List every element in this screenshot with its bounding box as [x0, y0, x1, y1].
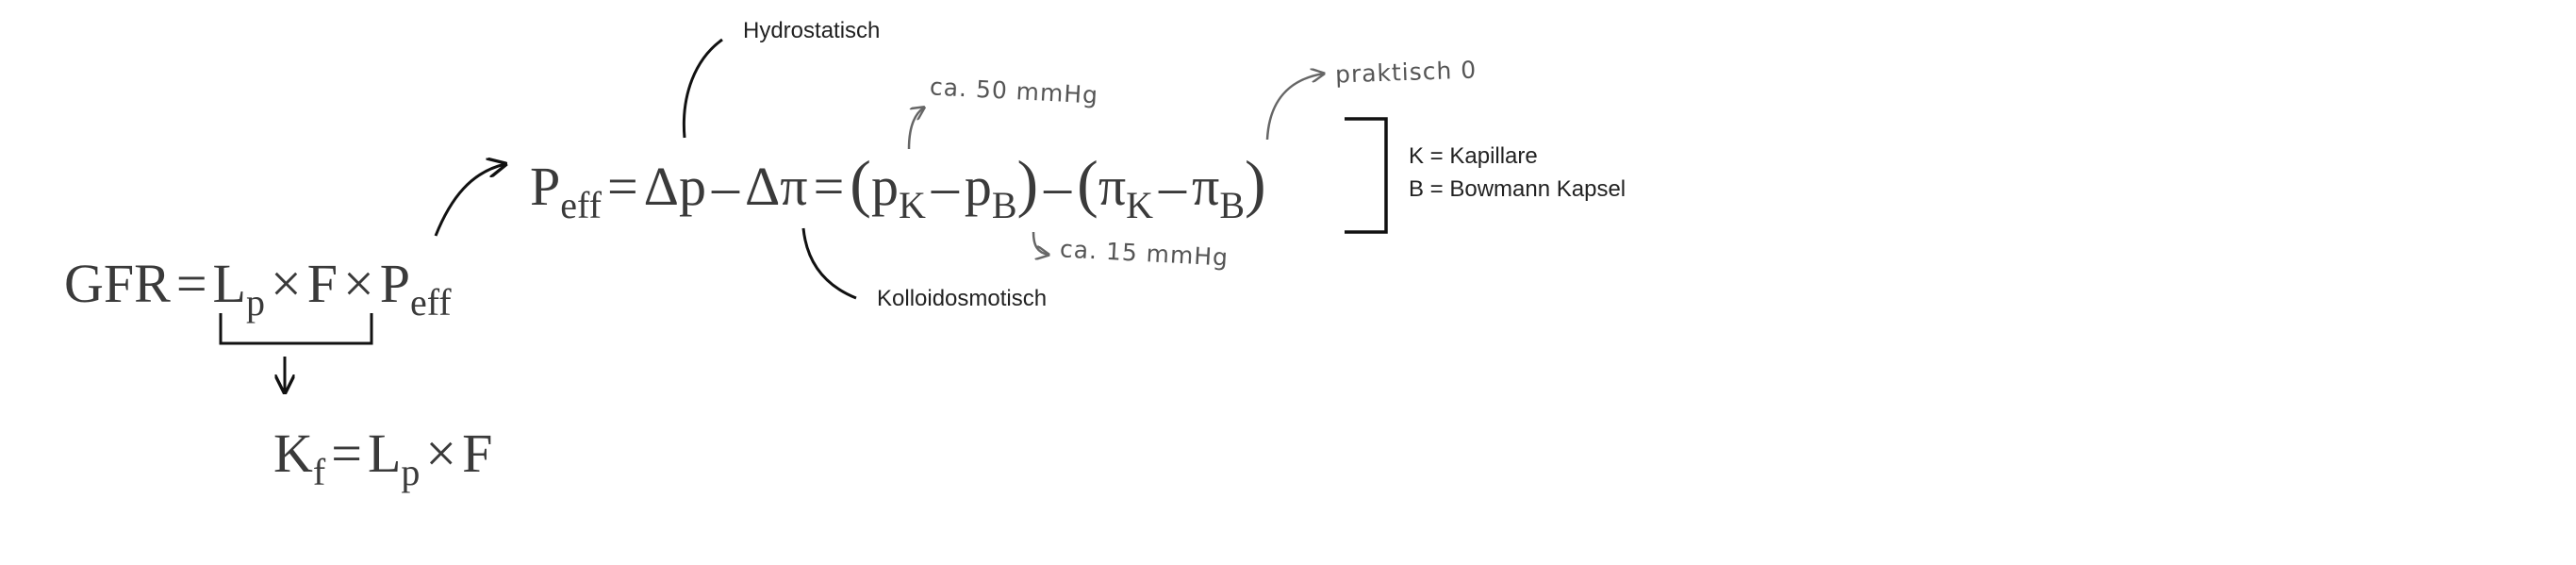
practically-zero-annotation: praktisch 0 [1334, 56, 1478, 89]
peff-subscript: eff [560, 184, 602, 226]
times-sign: × [270, 253, 302, 314]
f-symbol: F [462, 423, 493, 484]
delta-p: Δp [643, 156, 706, 217]
peff-link-arrow [434, 164, 505, 237]
pk-subscript: K [898, 184, 926, 226]
peff-formula: Peff = Δp – Δπ =(pK – pB) –(πK – πB) [530, 151, 1266, 224]
gfr-formula: GFR = Lp × F × Peff [64, 257, 452, 322]
lp-f-bracket [219, 313, 373, 345]
legend-capillary: K = Kapillare [1409, 143, 1538, 169]
practically-zero-arrow [1265, 74, 1324, 141]
ca50-arrow [907, 108, 924, 150]
kf-subscript: f [312, 451, 326, 493]
minus-sign: – [1044, 156, 1072, 217]
colloid-osmotic-curve [801, 227, 857, 300]
legend-bracket [1345, 117, 1388, 234]
close-paren: ) [1245, 147, 1266, 219]
legend-bowman-capsule: B = Bowmann Kapsel [1409, 176, 1627, 202]
minus-sign: – [1159, 156, 1187, 217]
open-paren: ( [850, 147, 871, 219]
peff-subscript: eff [409, 281, 452, 324]
times-sign: × [425, 423, 457, 484]
close-paren: ) [1016, 147, 1039, 219]
peff-symbol: P [379, 253, 410, 314]
equals-sign: = [331, 423, 362, 484]
pb-subscript: B [991, 184, 1017, 226]
pik-symbol: π [1098, 156, 1127, 217]
equals-sign: = [606, 156, 638, 217]
kf-symbol: K [273, 423, 313, 484]
pik-subscript: K [1126, 184, 1154, 226]
minus-sign: – [711, 156, 739, 217]
delta-pi: Δπ [744, 156, 808, 217]
f-symbol: F [306, 253, 338, 314]
gfr-lhs: GFR [64, 253, 171, 314]
minus-sign: – [931, 156, 959, 217]
kf-formula: Kf = Lp × F [273, 423, 493, 491]
peff-symbol: P [530, 156, 561, 217]
lp-symbol: L [367, 423, 402, 484]
pk-symbol: p [870, 156, 899, 217]
open-paren: ( [1077, 147, 1098, 219]
times-sign: × [342, 253, 374, 314]
pib-symbol: π [1192, 156, 1220, 217]
pb-symbol: p [964, 156, 992, 217]
lp-subscript: p [401, 451, 421, 493]
colloid-osmotic-label: Kolloidosmotisch [877, 286, 1048, 311]
lp-symbol: L [212, 253, 246, 314]
ca15-arrow [1032, 231, 1049, 255]
pib-subscript: B [1219, 184, 1245, 226]
hydrostatic-label: Hydrostatisch [743, 18, 881, 43]
equals-sign: = [813, 156, 845, 217]
equals-sign: = [175, 253, 207, 314]
hydrostatic-curve [682, 38, 723, 139]
lp-subscript: p [245, 281, 265, 324]
